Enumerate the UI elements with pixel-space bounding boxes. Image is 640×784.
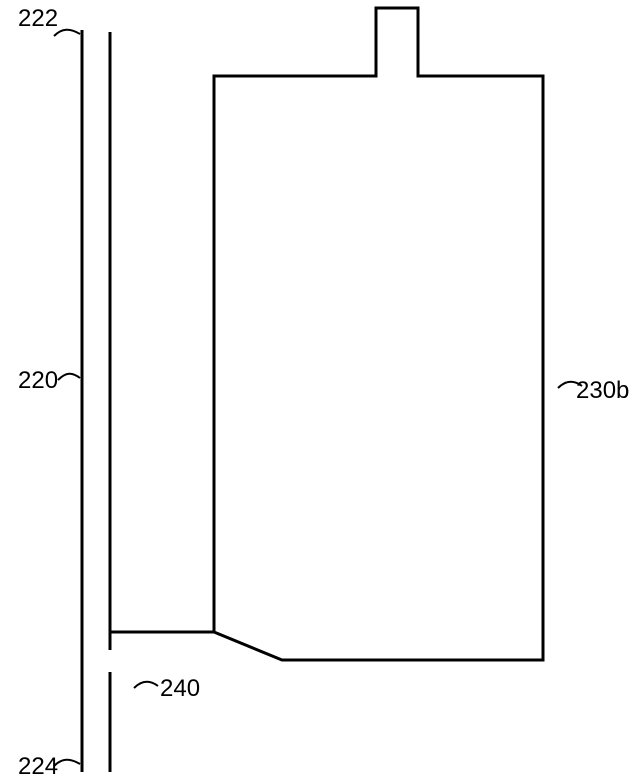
leader-l240 <box>134 682 158 688</box>
patent-figure: 222 220 224 240 230b <box>0 0 640 784</box>
label-ref230b: 230b <box>576 377 629 404</box>
label-ref240: 240 <box>160 675 200 702</box>
label-ref222: 222 <box>18 5 58 32</box>
label-ref220: 220 <box>18 367 58 394</box>
label-ref224: 224 <box>18 753 58 780</box>
container-230b-outline <box>214 8 543 660</box>
leader-l220 <box>58 374 80 380</box>
